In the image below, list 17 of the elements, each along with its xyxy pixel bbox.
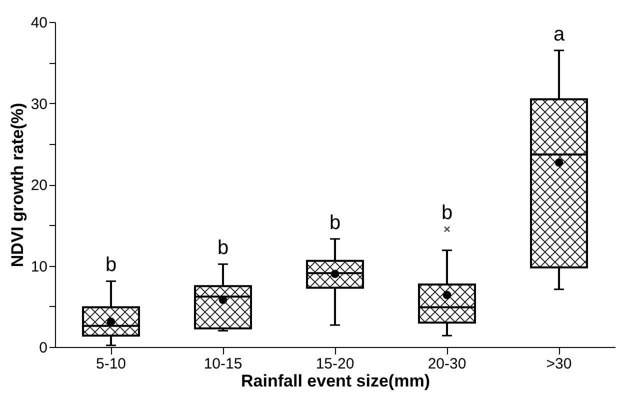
x-tick-label: 5-10: [96, 356, 126, 372]
x-tick-label: >30: [546, 356, 572, 372]
y-tick-label: 10: [30, 258, 48, 276]
annotation: a: [553, 23, 566, 46]
annotation: b: [217, 237, 229, 260]
y-tick-label: 30: [30, 96, 48, 113]
x-axis-title: Rainfall event size(mm): [241, 372, 430, 390]
annotation: b: [105, 254, 117, 276]
x-tick-label: 15-20: [316, 356, 354, 372]
y-axis-title: NDVI growth rate(%): [8, 102, 27, 268]
x-tick-label: 20-30: [428, 356, 466, 372]
y-tick-label: 0: [39, 340, 48, 356]
annotation: b: [441, 202, 453, 224]
y-tick-label: 40: [30, 14, 48, 32]
y-tick-label: 20: [30, 177, 48, 194]
x-tick-label: 10-15: [204, 356, 242, 372]
annotation: b: [329, 212, 341, 234]
